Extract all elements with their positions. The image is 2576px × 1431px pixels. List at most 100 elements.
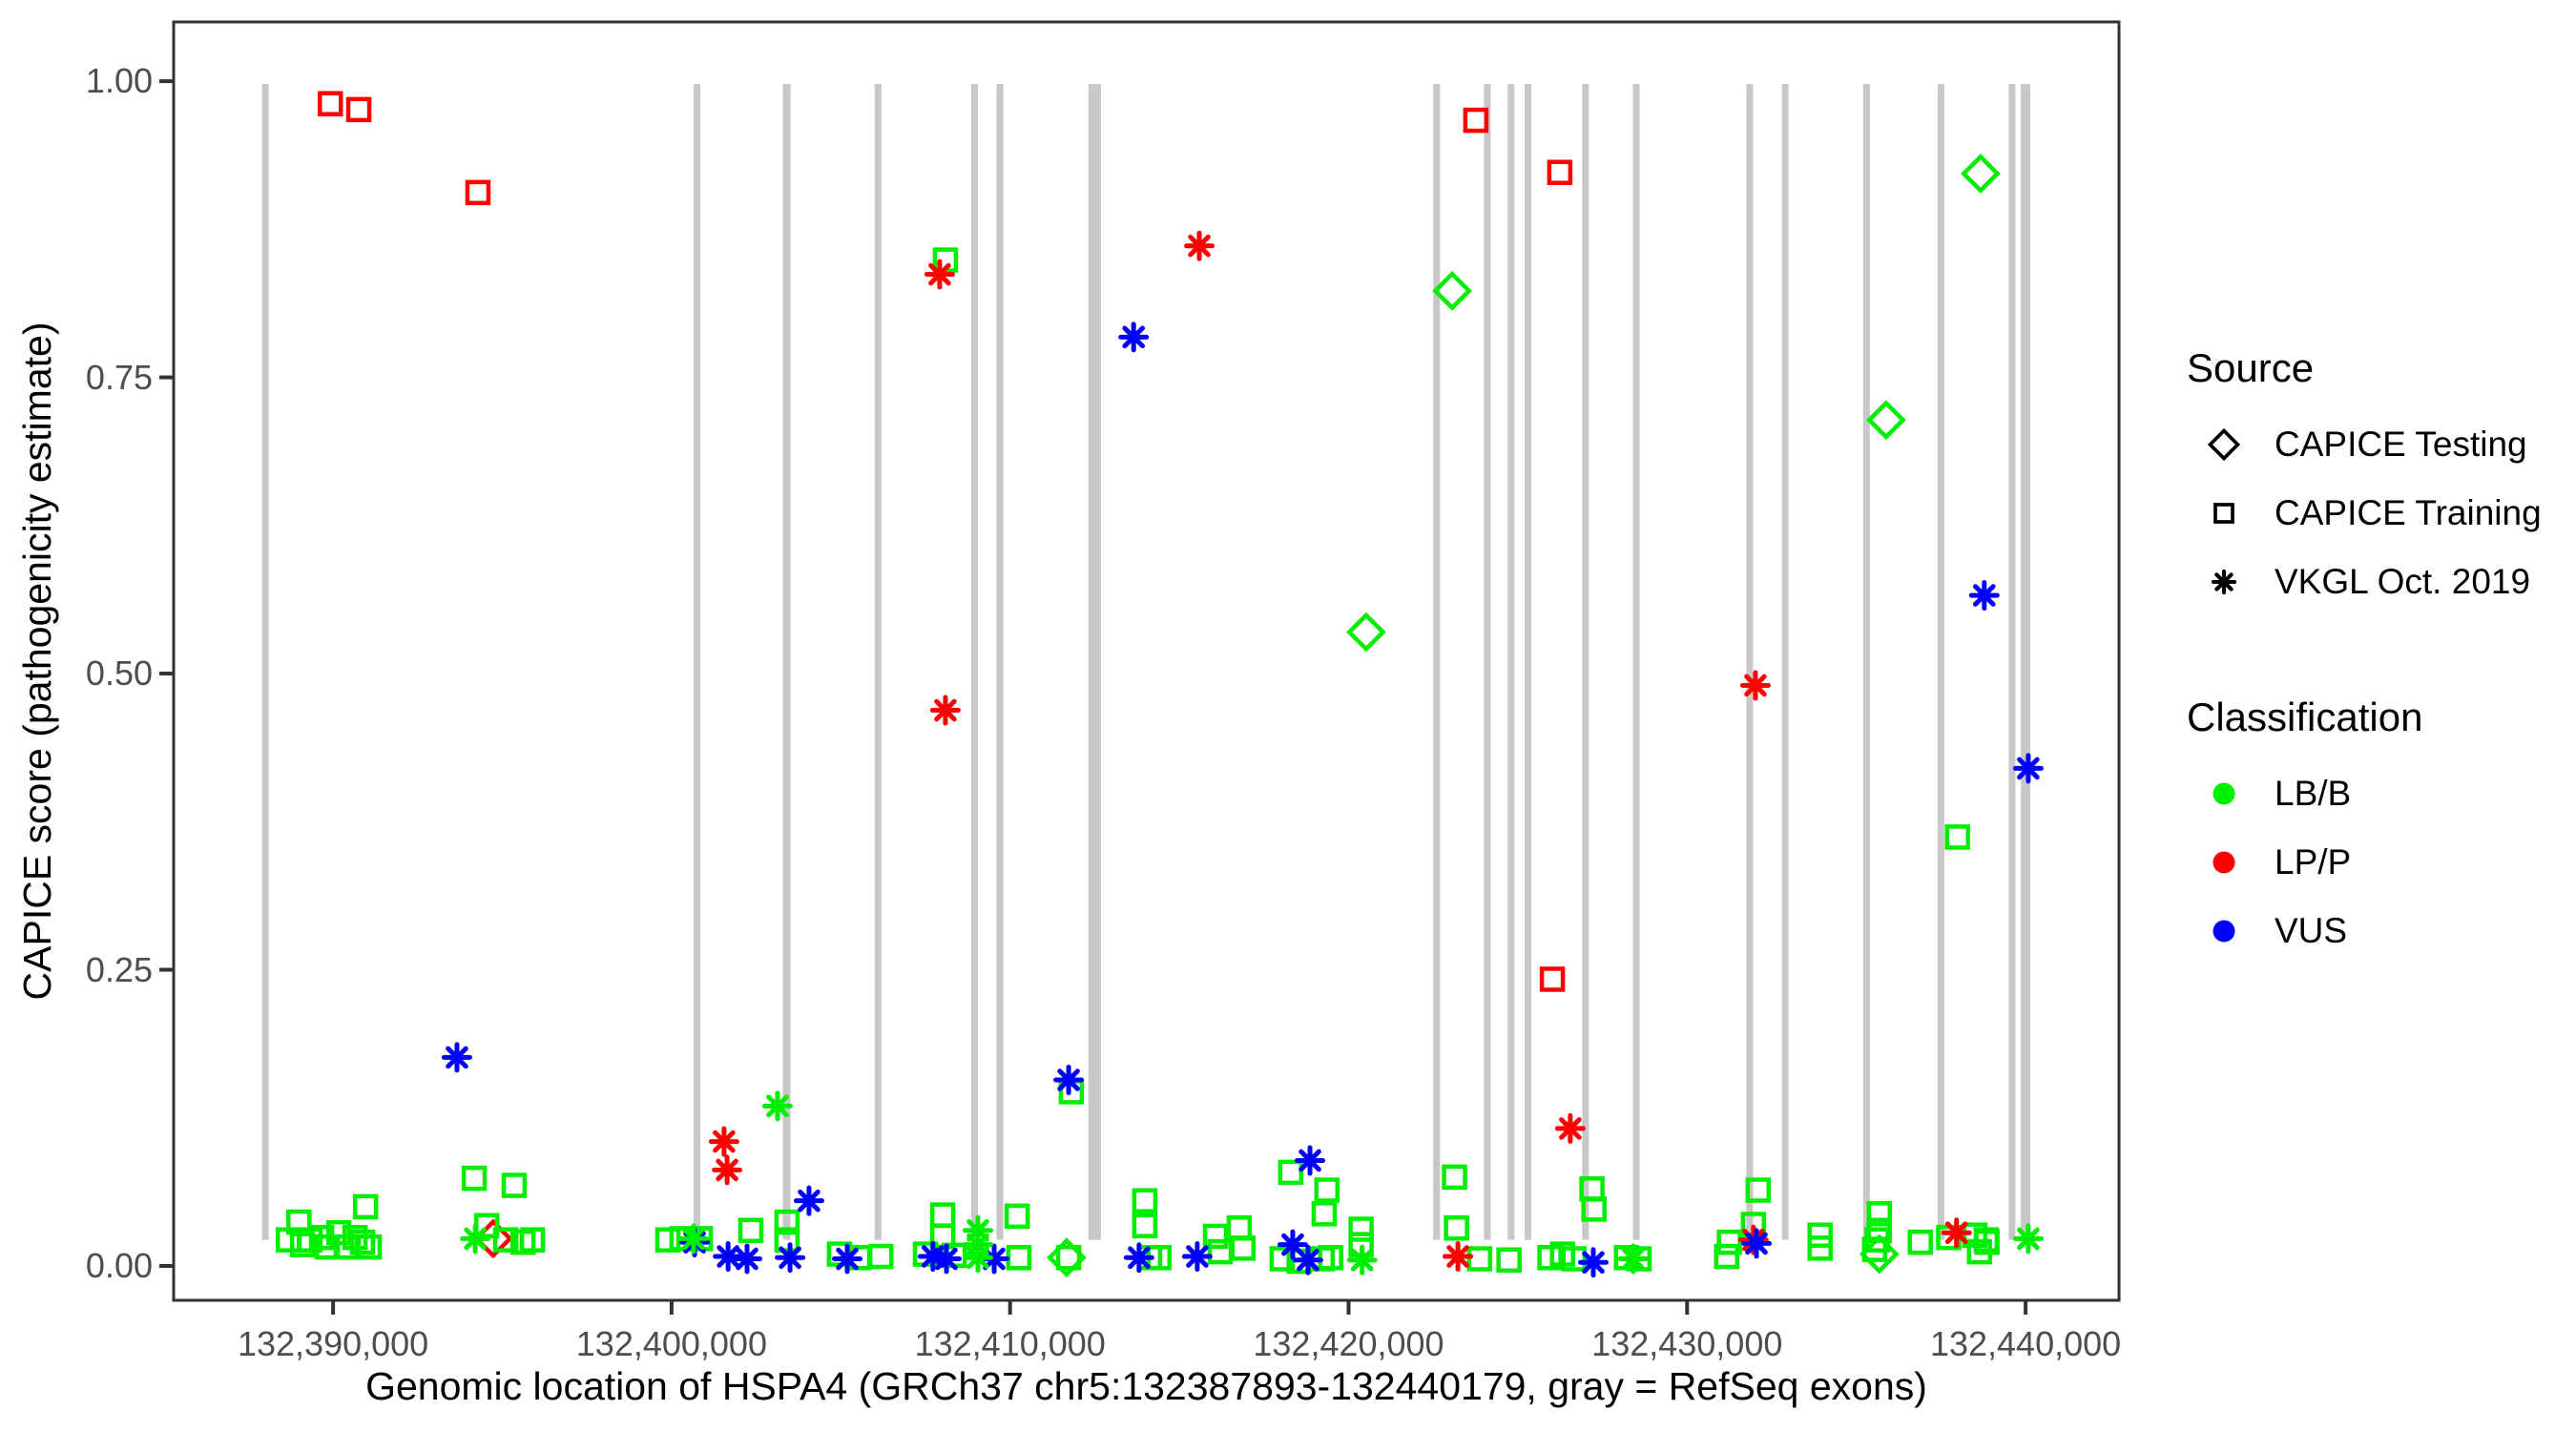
data-point-square bbox=[1132, 1188, 1158, 1213]
data-point-asterisk bbox=[1554, 1112, 1586, 1144]
legend-item-label: CAPICE Training bbox=[2275, 493, 2542, 532]
x-tick-label: 132,390,000 bbox=[237, 1324, 429, 1363]
data-point-asterisk bbox=[732, 1243, 763, 1275]
data-point-asterisk bbox=[712, 1154, 743, 1186]
data-point-square bbox=[1944, 824, 1971, 850]
refseq-exon-bar bbox=[874, 84, 882, 1240]
legend-item-label: LB/B bbox=[2275, 774, 2352, 813]
refseq-exon-bar bbox=[1524, 84, 1532, 1240]
data-point-asterisk bbox=[1181, 1241, 1213, 1273]
data-point-asterisk bbox=[929, 695, 961, 726]
refseq-exon-bar bbox=[693, 84, 701, 1240]
data-point-square bbox=[352, 1193, 379, 1220]
data-point-diamond bbox=[1346, 612, 1386, 653]
data-point-square bbox=[501, 1172, 528, 1198]
data-point-square bbox=[325, 1219, 352, 1246]
refseq-exon-bar bbox=[996, 84, 1004, 1240]
legend-item-source: VKGL Oct. 2019 bbox=[2187, 548, 2568, 616]
refseq-exon-bar bbox=[1632, 84, 1640, 1240]
data-point-asterisk bbox=[1968, 580, 2000, 612]
x-tick-label: 132,430,000 bbox=[1591, 1324, 1783, 1363]
data-point-asterisk bbox=[832, 1243, 863, 1275]
legend-item-label: CAPICE Testing bbox=[2275, 425, 2527, 464]
legend-item-classification: VUS bbox=[2187, 897, 2568, 965]
legend-item-classification: LB/B bbox=[2187, 759, 2568, 828]
data-point-asterisk bbox=[1184, 230, 1215, 261]
data-point-square bbox=[1807, 1235, 1833, 1261]
data-point-square bbox=[1714, 1243, 1740, 1270]
data-point-square bbox=[1866, 1201, 1893, 1227]
legend-item-label: VUS bbox=[2275, 911, 2348, 950]
data-point-square bbox=[1202, 1223, 1229, 1250]
data-point-asterisk bbox=[708, 1126, 739, 1157]
data-point-asterisk bbox=[1739, 670, 1771, 701]
x-tick-label: 132,440,000 bbox=[1929, 1324, 2122, 1363]
data-point-asterisk bbox=[1295, 1145, 1326, 1176]
refseq-exon-bar bbox=[782, 84, 791, 1240]
data-point-square bbox=[1581, 1196, 1607, 1222]
data-point-asterisk bbox=[1617, 1243, 1649, 1275]
x-tick-label: 132,400,000 bbox=[575, 1324, 767, 1363]
data-point-square bbox=[1745, 1177, 1772, 1203]
refseq-exon-bar bbox=[1937, 84, 1944, 1240]
data-point-square bbox=[1230, 1235, 1257, 1261]
data-point-square bbox=[461, 1165, 488, 1192]
data-point-square bbox=[345, 96, 372, 123]
legend-square-icon bbox=[2213, 503, 2234, 524]
data-point-square bbox=[929, 1202, 956, 1228]
y-tick-label: 0.00 bbox=[85, 1245, 153, 1285]
data-point-square bbox=[1716, 1229, 1742, 1255]
y-tick-label: 0.50 bbox=[85, 653, 153, 694]
data-point-asterisk bbox=[1578, 1247, 1610, 1278]
legend-glyph bbox=[2187, 902, 2261, 960]
data-point-square bbox=[1132, 1213, 1158, 1239]
data-point-asterisk bbox=[930, 1243, 962, 1275]
data-point-square bbox=[737, 1217, 764, 1243]
data-point-asterisk bbox=[1053, 1065, 1085, 1096]
legend-group-classification: Classification LB/B LP/P VUS bbox=[2187, 695, 2568, 965]
legend-asterisk-icon bbox=[2211, 569, 2237, 595]
data-point-square bbox=[1861, 1236, 1888, 1262]
legend-item-classification: LP/P bbox=[2187, 828, 2568, 897]
data-point-square bbox=[318, 91, 343, 116]
data-point-diamond bbox=[1961, 154, 2001, 194]
legend-item-source: CAPICE Training bbox=[2187, 479, 2568, 548]
y-tick-label: 0.25 bbox=[85, 949, 153, 989]
data-point-square bbox=[1442, 1164, 1467, 1191]
legend-glyph bbox=[2187, 485, 2261, 542]
data-point-square bbox=[1444, 1214, 1469, 1241]
legend-glyph bbox=[2187, 416, 2261, 473]
y-tick-label: 0.75 bbox=[85, 357, 153, 397]
legend-diamond-icon bbox=[2207, 427, 2241, 462]
refseq-exon-bar bbox=[1582, 84, 1589, 1240]
legend-item-label: VKGL Oct. 2019 bbox=[2275, 562, 2531, 601]
data-point-asterisk bbox=[1118, 321, 1150, 353]
data-point-square bbox=[654, 1227, 681, 1253]
data-point-asterisk bbox=[2012, 753, 2044, 784]
data-point-square bbox=[1207, 1238, 1234, 1265]
refseq-exon-bar bbox=[1862, 84, 1870, 1240]
data-point-asterisk bbox=[761, 1090, 793, 1122]
refseq-exon-bar bbox=[970, 84, 978, 1240]
data-point-square bbox=[1907, 1229, 1933, 1255]
data-point-square bbox=[1348, 1216, 1374, 1242]
legend-dot-icon bbox=[2212, 851, 2235, 874]
x-tick-label: 132,420,000 bbox=[1253, 1324, 1444, 1363]
data-point-square bbox=[774, 1227, 800, 1253]
data-point-asterisk bbox=[793, 1185, 824, 1216]
data-point-square bbox=[1311, 1201, 1338, 1227]
refseq-exon-bar bbox=[261, 84, 269, 1240]
data-point-square bbox=[356, 1234, 383, 1260]
data-point-asterisk bbox=[1277, 1229, 1308, 1260]
refseq-exon-bar bbox=[1484, 84, 1491, 1240]
refseq-exon-bar bbox=[2008, 84, 2016, 1240]
data-point-asterisk bbox=[924, 259, 955, 290]
refseq-exon-bar bbox=[1746, 84, 1754, 1240]
data-point-asterisk bbox=[775, 1242, 806, 1274]
legend-dot-icon bbox=[2212, 920, 2235, 943]
data-point-diamond bbox=[1432, 271, 1472, 311]
data-point-square bbox=[1004, 1203, 1030, 1230]
data-point-square bbox=[1314, 1177, 1340, 1203]
legend: Source CAPICE Testing CAPICE Training VKGL… bbox=[2187, 345, 2568, 965]
